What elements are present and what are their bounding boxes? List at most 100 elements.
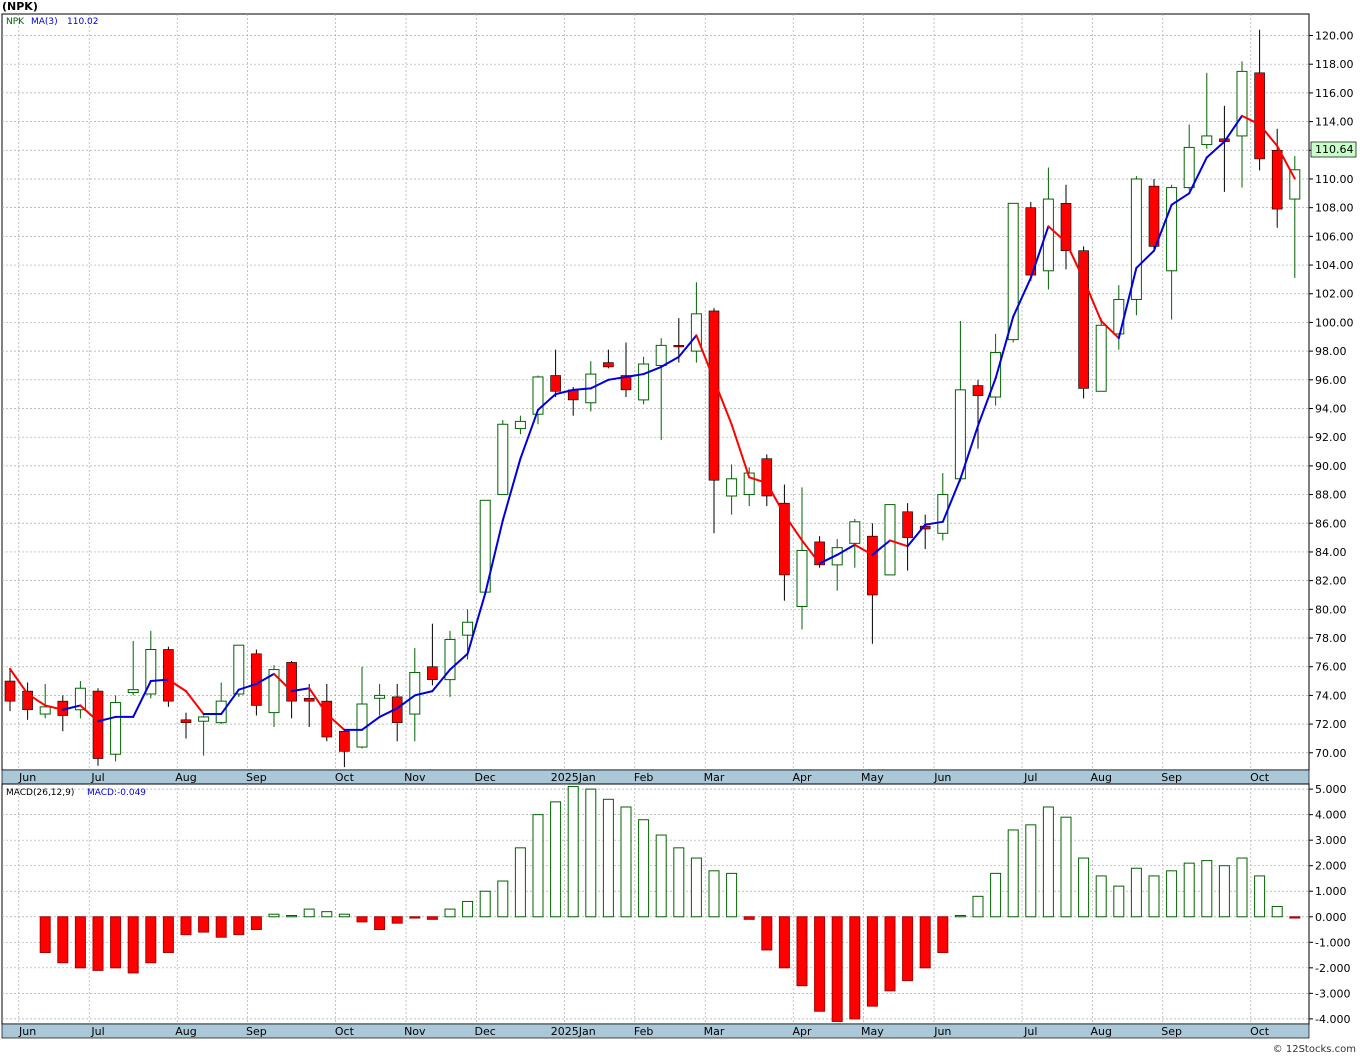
price-grid (2, 14, 1309, 770)
macd-y-tick-label: 1.000 (1315, 885, 1347, 898)
ma-segment (748, 476, 768, 485)
price-y-tick-label: 82.00 (1315, 575, 1347, 588)
copyright-footer: © 12Stocks.com (1272, 1044, 1356, 1055)
ma-segment (554, 388, 575, 396)
candle-body (233, 644, 245, 695)
candle-body (163, 649, 174, 702)
ma-segment (994, 315, 1015, 380)
candle-body (1166, 187, 1178, 272)
candle-down (779, 484, 790, 601)
macd-y-axis: 5.000 4.000 3.000 2.000 1.000 0.000 -1.000 -2.0… (1309, 783, 1350, 1026)
macd-y-tick-label: -4.000 (1315, 1013, 1350, 1026)
ma-segment (61, 704, 82, 711)
ma-segment (290, 687, 311, 693)
candle-body (268, 669, 280, 714)
candle-body (39, 706, 51, 715)
ma-segment (695, 334, 715, 381)
macd-bar-negative (127, 916, 139, 974)
candle-body (22, 690, 33, 711)
candle-body (1183, 146, 1195, 189)
candle-body (1201, 135, 1213, 146)
macd-bar-positive (1166, 870, 1178, 918)
ma-segment (220, 688, 240, 716)
candle-body (1271, 149, 1283, 210)
macd-bar-positive (567, 786, 579, 918)
macd-bar-positive (1183, 862, 1195, 918)
candle-down (251, 649, 262, 716)
month-label: Sep (246, 771, 267, 784)
candle-down (761, 454, 773, 507)
macd-bar-positive (990, 872, 1002, 918)
last-price-value: 110.64 (1315, 143, 1354, 156)
candle-up (233, 644, 245, 697)
ma-segment (836, 543, 856, 556)
ma-segment (625, 373, 645, 378)
ma-segment (1170, 192, 1191, 206)
month-label: Aug (1090, 1025, 1111, 1038)
month-label: Nov (404, 771, 426, 784)
macd-legend-label: MACD(26,12,9) (6, 788, 74, 798)
candle-up (743, 467, 755, 507)
macd-legend-value: MACD:-0.049 (87, 788, 146, 798)
candle-body (726, 478, 738, 497)
candle-body (444, 638, 456, 681)
macd-bar-negative (92, 916, 104, 971)
ma-segment (1135, 249, 1155, 269)
price-y-tick-label: 114.00 (1315, 116, 1354, 129)
ma-segment (642, 365, 663, 376)
macd-bar-negative (743, 916, 755, 920)
candle-body (779, 502, 790, 576)
macd-bar-negative (57, 916, 69, 964)
macd-bar-negative (849, 916, 861, 1020)
price-y-tick-label: 108.00 (1315, 202, 1354, 215)
candle-up (39, 683, 51, 719)
candle-body (145, 648, 157, 695)
ma-segment (484, 519, 504, 595)
ma-segment (1082, 278, 1103, 322)
ma-segment (713, 378, 733, 426)
price-y-tick-label: 84.00 (1315, 546, 1347, 559)
candle-up (1095, 318, 1107, 392)
ma-segment (9, 667, 29, 695)
price-y-tick-label: 94.00 (1315, 402, 1347, 415)
macd-bar-negative (74, 916, 86, 969)
macd-y-tick-label: 2.000 (1315, 860, 1347, 873)
candle-body (180, 719, 192, 723)
macd-bar-positive (726, 872, 738, 918)
macd-bar-positive (1060, 816, 1072, 918)
candle-body (1095, 324, 1107, 392)
candle-up (215, 682, 227, 725)
ma-segment (871, 539, 891, 556)
macd-bar-negative (884, 916, 896, 992)
ma-segment (466, 592, 487, 655)
ma-segment (1047, 225, 1067, 244)
candle-down (620, 342, 632, 398)
candle-body (972, 385, 984, 396)
month-label: Aug (175, 1025, 196, 1038)
price-y-tick-label: 96.00 (1315, 374, 1347, 387)
month-label: Jul (90, 771, 104, 784)
price-y-tick-label: 106.00 (1315, 230, 1354, 243)
macd-bar-positive (532, 814, 544, 918)
ma-segment (607, 375, 627, 381)
macd-bar-positive (954, 914, 966, 918)
ma-segment (431, 668, 451, 693)
candle-body (550, 375, 561, 392)
candle-body (1007, 202, 1019, 341)
month-label: Oct (335, 1025, 355, 1038)
macd-bar-negative (426, 916, 438, 920)
ma-segment (537, 393, 557, 411)
candle-up (796, 487, 808, 630)
ma-segment (853, 543, 874, 556)
candle-down (22, 682, 33, 720)
ma-segment (519, 408, 539, 460)
macd-bar-positive (497, 880, 509, 918)
candle-body (462, 621, 474, 636)
month-label: Feb (634, 771, 653, 784)
ma-segment (413, 690, 434, 697)
candle-body (374, 694, 386, 699)
macd-bar-positive (1201, 860, 1213, 918)
ma-segment (1100, 319, 1120, 340)
price-y-tick-label: 98.00 (1315, 345, 1347, 358)
